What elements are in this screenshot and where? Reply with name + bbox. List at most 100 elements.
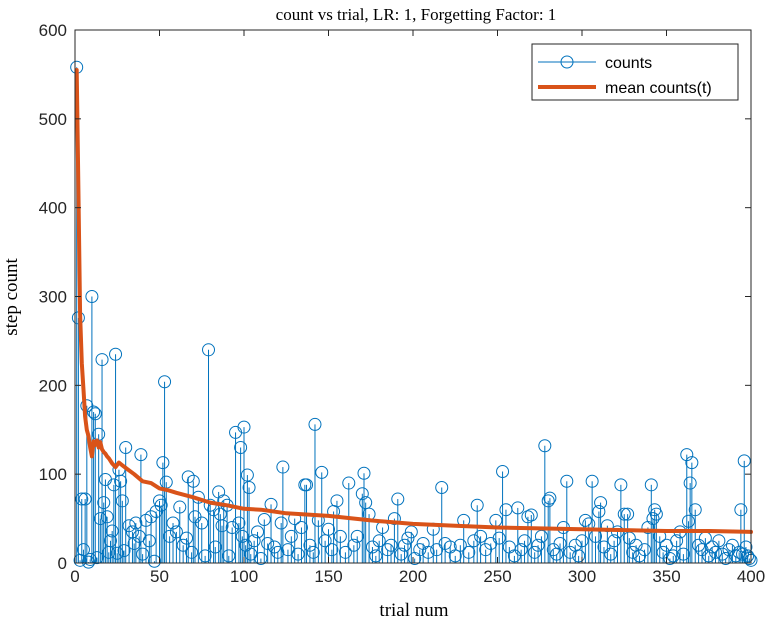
x-tick-label: 100 [230,567,258,586]
counts-point [237,420,251,434]
counts-point [453,538,467,552]
counts-point [82,555,96,569]
counts-point [531,538,545,552]
counts-point [543,491,557,505]
y-tick-label: 0 [58,554,67,573]
counts-point [732,545,746,559]
counts-point [541,494,555,508]
counts-point [315,465,329,479]
counts-point [702,549,716,563]
chart-title: count vs trial, LR: 1, Forgetting Factor… [276,5,557,24]
counts-point [127,536,141,550]
counts-point [604,547,618,561]
counts-point [110,546,124,560]
counts-point [166,516,180,530]
counts-point [240,468,254,482]
x-tick-label: 50 [150,567,169,586]
counts-point [435,480,449,494]
counts-point [448,549,462,563]
counts-point [563,545,577,559]
counts-point [342,476,356,490]
counts-point [663,552,677,566]
counts-point [85,290,99,303]
counts-point [594,496,608,510]
x-tick-label: 150 [314,567,342,586]
counts-point [462,545,476,559]
counts-point [107,478,121,492]
counts-point [195,516,209,530]
counts-point [496,465,510,479]
counts-point [276,460,290,474]
counts-point [122,519,136,533]
counts-point [294,520,308,534]
counts-point [688,503,702,517]
counts-point [467,534,481,548]
counts-point [261,536,275,550]
counts-point [649,507,663,521]
x-axis-label: trial num [379,600,448,621]
x-tick-label: 200 [399,567,427,586]
counts-point [291,547,305,561]
counts-point [607,534,621,548]
counts-point [644,478,658,492]
counts-point [88,407,102,421]
counts-point [524,508,538,522]
counts-point [247,534,261,548]
counts-point [355,487,369,501]
counts-point [129,516,143,530]
legend-mean-label: mean counts(t) [605,80,712,97]
y-tick-label: 300 [39,288,67,307]
counts-point [87,405,101,419]
counts-point [90,551,104,565]
counts-point [257,512,271,526]
counts-point [154,498,168,512]
counts-point [330,494,344,508]
counts-point [333,529,347,543]
counts-point [692,538,706,552]
counts-point [430,543,444,557]
counts-point [575,534,589,548]
counts-point [300,478,314,492]
counts-point [303,538,317,552]
counts-point [202,343,216,357]
counts-point [163,529,177,543]
counts-point [115,494,129,508]
counts-point [235,529,249,543]
counts-point [186,474,200,488]
counts-point [511,501,525,515]
counts-point [181,470,195,484]
counts-point [232,516,246,530]
counts-point [109,347,123,361]
counts-point [78,492,92,506]
counts-point [83,552,97,566]
counts-point [136,547,150,561]
counts-point [670,534,684,548]
mean-line-layer [74,68,753,534]
counts-point [638,543,652,557]
counts-point [683,476,697,490]
counts-point [322,522,335,536]
counts-point [271,545,285,559]
counts-point [553,536,567,550]
counts-point [105,524,119,538]
counts-point [741,549,755,563]
legend-counts-label: counts [605,55,652,72]
y-tick-label: 600 [39,21,67,40]
counts-point [234,441,248,455]
x-tick-label: 300 [568,567,596,586]
counts-point [719,552,733,566]
counts-point [676,547,690,561]
counts-point [538,439,552,453]
y-axis-label: step count [1,258,22,336]
counts-point [560,474,574,488]
counts-point [681,514,695,528]
counts-point [666,549,680,563]
counts-point [284,529,298,543]
counts-point [274,516,288,530]
legend-box [531,43,739,101]
counts-point [254,552,268,566]
counts-point [401,531,415,545]
counts-point [404,525,418,539]
counts-point [142,534,156,548]
counts-point [134,448,148,462]
